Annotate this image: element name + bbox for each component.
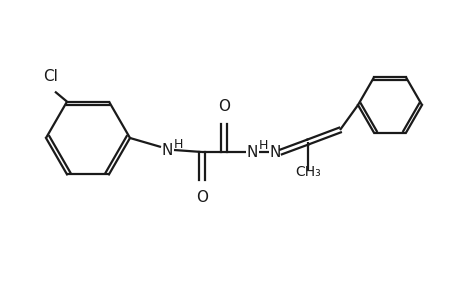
- Text: N: N: [161, 142, 172, 158]
- Text: Cl: Cl: [44, 69, 58, 84]
- Text: N: N: [269, 145, 280, 160]
- Text: CH₃: CH₃: [295, 165, 320, 179]
- Text: N: N: [246, 145, 257, 160]
- Text: H: H: [174, 137, 183, 151]
- Text: O: O: [218, 99, 230, 114]
- Text: O: O: [196, 190, 207, 205]
- Text: H: H: [258, 139, 268, 152]
